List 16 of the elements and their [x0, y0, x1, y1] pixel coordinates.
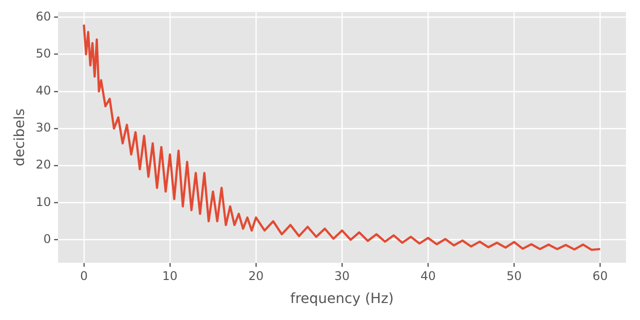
y-tick-label: 50	[36, 46, 52, 60]
x-tick-label: 60	[592, 269, 608, 284]
x-tick-label: 0	[80, 269, 88, 284]
x-axis-title: frequency (Hz)	[290, 291, 394, 308]
x-tick-label: 10	[162, 269, 178, 284]
y-tick-label: 60	[36, 9, 52, 24]
x-tick-label: 40	[420, 269, 436, 284]
y-tick-label: 30	[36, 120, 52, 135]
y-tick-label: 0	[43, 232, 52, 246]
x-tick-label: 50	[506, 269, 522, 284]
y-axis-title: decibels	[12, 108, 28, 166]
y-tick-label: 40	[36, 84, 52, 98]
y-tick-label: 10	[36, 194, 52, 209]
y-tick-label: 20	[36, 158, 52, 172]
x-tick-label: 30	[334, 269, 350, 284]
x-tick-label: 20	[248, 269, 264, 284]
